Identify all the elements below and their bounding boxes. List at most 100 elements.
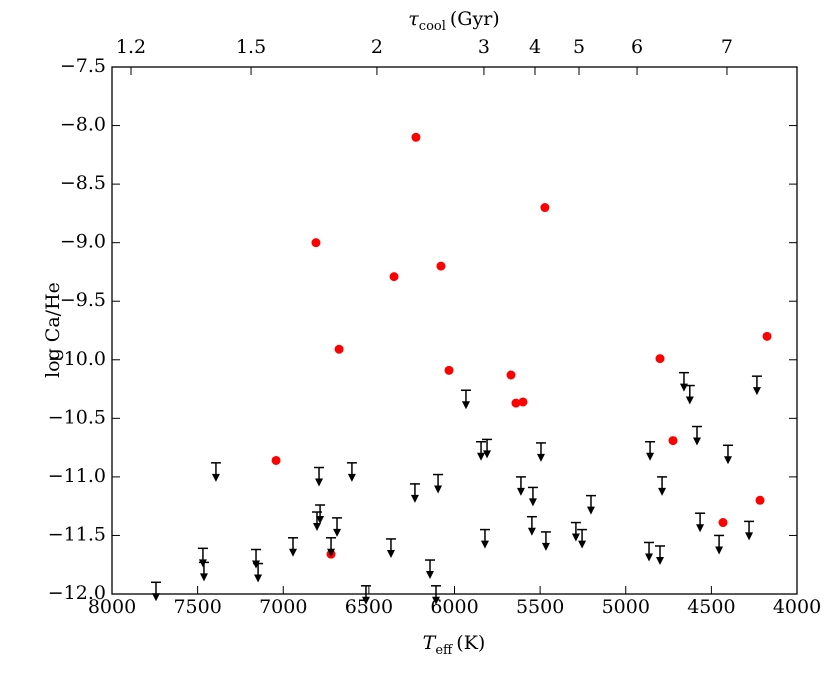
limit-part <box>198 559 207 568</box>
detection-point <box>718 518 728 528</box>
upper-limit <box>645 441 656 461</box>
upper-limit <box>288 537 299 557</box>
limit-part <box>745 532 754 541</box>
x-tick-label: 4500 <box>687 596 735 618</box>
y-tick-label: −10.5 <box>48 406 106 428</box>
limit-part <box>432 596 441 605</box>
y-tick-label: −9.5 <box>60 289 106 311</box>
y-tick-label: −12.0 <box>48 582 106 604</box>
limit-part <box>289 548 298 557</box>
limit-part <box>528 498 537 507</box>
detection-point <box>271 455 281 465</box>
upper-limit <box>360 585 371 605</box>
limit-part <box>527 527 536 536</box>
upper-limit <box>253 562 264 583</box>
detection-point <box>444 365 454 375</box>
y-tick-label: −10.0 <box>48 348 106 370</box>
upper-limit <box>346 462 357 482</box>
limit-part <box>685 396 694 405</box>
upper-limit <box>540 531 551 551</box>
upper-limit <box>210 462 221 482</box>
limit-part <box>578 540 587 549</box>
x2-tick-label: 3 <box>478 36 490 58</box>
x-tick-label: 4000 <box>773 596 821 618</box>
upper-limit <box>515 476 526 496</box>
upper-limit <box>585 494 596 515</box>
limit-part <box>658 487 667 496</box>
limit-part <box>410 494 419 503</box>
x-tick-label: 6500 <box>345 596 393 618</box>
limit-part <box>696 524 705 533</box>
y-tick-label: −8.5 <box>60 172 106 194</box>
upper-limit <box>425 559 436 580</box>
upper-limit <box>655 545 665 565</box>
upper-limit <box>535 442 546 462</box>
limit-part <box>426 571 435 580</box>
y-axis-label: log Ca/He <box>42 282 64 378</box>
limit-part <box>434 485 443 494</box>
upper-limit <box>577 528 588 549</box>
limit-part <box>483 450 492 459</box>
x2-tick-label: 7 <box>721 36 733 58</box>
x-tick-label: 5000 <box>602 596 650 618</box>
upper-limit <box>326 537 337 557</box>
y-tick-label: −9.0 <box>60 231 106 253</box>
upper-limit <box>151 581 162 602</box>
limit-part <box>461 401 470 410</box>
x2-tick-label: 5 <box>573 36 585 58</box>
upper-limit <box>695 512 706 533</box>
limit-part <box>315 478 324 487</box>
limit-part <box>586 506 595 515</box>
upper-limit <box>657 476 668 496</box>
x2-axis-label: τcool (Gyr) <box>408 8 499 34</box>
x2-tick-label: 4 <box>529 36 541 58</box>
x-tick-label: 5500 <box>516 596 564 618</box>
limit-part <box>211 473 220 482</box>
upper-limit <box>570 521 581 542</box>
limit-part <box>333 528 342 537</box>
limit-part <box>646 452 655 461</box>
detection-point <box>411 132 421 142</box>
detection-point <box>762 331 772 341</box>
x-axis-label: Teff (K) <box>423 632 486 658</box>
upper-limit <box>251 548 262 569</box>
limit-part <box>477 452 486 461</box>
upper-limit <box>678 371 689 392</box>
x-tick-label: 7500 <box>173 596 221 618</box>
x-tick-label: 8000 <box>88 596 136 618</box>
upper-limit <box>315 504 326 524</box>
upper-limit <box>385 538 396 558</box>
detection-point <box>655 354 665 364</box>
x-label-unit: (K) <box>456 632 485 654</box>
limit-part <box>347 473 356 482</box>
detection-point <box>511 398 521 408</box>
x-label-symbol: T <box>423 632 437 654</box>
y-tick-label: −11.0 <box>48 465 106 487</box>
detection-point <box>668 436 678 446</box>
limit-part <box>723 456 732 465</box>
upper-limit <box>527 486 538 507</box>
limit-part <box>516 487 525 496</box>
upper-limit <box>197 547 208 568</box>
x2-label-subscript: cool <box>419 19 446 34</box>
upper-limit <box>526 515 537 536</box>
upper-limit <box>644 541 655 562</box>
limit-part <box>541 542 550 551</box>
limit-part <box>480 540 489 549</box>
limit-part <box>656 556 664 565</box>
upper-limit <box>332 517 343 537</box>
limit-part <box>571 533 580 542</box>
x-label-subscript: eff <box>435 643 454 658</box>
x-tick-label: 6000 <box>430 596 478 618</box>
limit-part <box>386 549 395 558</box>
x2-tick-label: 6 <box>631 36 643 58</box>
limit-part <box>645 553 654 562</box>
upper-limit <box>482 438 493 459</box>
limit-part <box>536 453 545 462</box>
x2-tick-label: 1.5 <box>236 36 266 58</box>
upper-limit <box>714 534 725 555</box>
limit-part <box>252 560 261 569</box>
upper-limit <box>744 520 755 541</box>
detection-point <box>436 261 446 271</box>
